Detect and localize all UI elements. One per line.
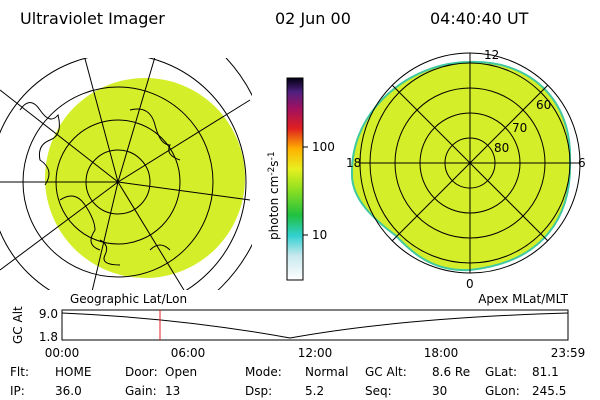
y-tick-label: 9.0 [39,307,58,321]
y-axis-label: GC Alt [11,306,25,344]
status-value: 30 [432,384,447,398]
status-label: GC Alt: [365,365,407,379]
status-value: 8.6 Re [432,365,470,379]
status-value: 13 [165,384,180,398]
colorbar-label: photon cm-2s-1 [267,151,281,240]
x-tick-label: 18:00 [424,346,459,360]
status-value: 81.1 [532,365,559,379]
date: 02 Jun 00 [275,9,351,28]
lat-label: 70 [512,121,527,135]
status-label: IP: [10,384,25,398]
status-value: 36.0 [55,384,82,398]
status-label: Door: [125,365,158,379]
timeline-frame [61,309,569,341]
status-value: 245.5 [532,384,566,398]
status-label: Dsp: [245,384,272,398]
right-panel-label: Apex MLat/MLT [478,292,568,306]
status-value: Open [165,365,197,379]
status-block: Flt: HOME IP: 36.0 Door: Open Gain: 13 Mode: Norm… [10,365,566,398]
lat-label: 60 [536,98,551,112]
altitude-curve [61,312,569,339]
status-label: Flt: [10,365,29,379]
exponent: -1 [267,151,277,160]
colorbar [286,77,304,281]
exponent: -2 [267,167,277,176]
status-value: Normal [305,365,348,379]
mlt-label: 18 [346,156,361,170]
status-value: 5.2 [305,384,324,398]
left-panel-label: Geographic Lat/Lon [70,292,187,306]
status-label: Seq: [365,384,392,398]
status-label: Mode: [245,365,282,379]
colorbar-tick-label: 100 [312,140,335,154]
unit: s [267,160,281,166]
status-value: HOME [55,365,91,379]
mlt-label: 6 [578,156,586,170]
mlt-label: 0 [466,277,474,291]
colorbar-tick-label: 10 [312,228,327,242]
mlt-label: 12 [484,48,499,62]
unit: photon cm [267,176,281,240]
x-tick-label: 00:00 [45,346,80,360]
status-label: Gain: [125,384,157,398]
status-label: GLat: [485,365,517,379]
x-tick-label: 23:59 [551,346,586,360]
mlt-image [350,52,581,274]
status-label: GLon: [485,384,520,398]
title: Ultraviolet Imager [20,9,165,28]
x-tick-label: 06:00 [171,346,206,360]
x-tick-label: 12:00 [298,346,333,360]
y-tick-label: 1.8 [39,330,58,344]
lat-label: 80 [494,141,509,155]
geographic-image [0,58,252,290]
time: 04:40:40 UT [430,9,529,28]
